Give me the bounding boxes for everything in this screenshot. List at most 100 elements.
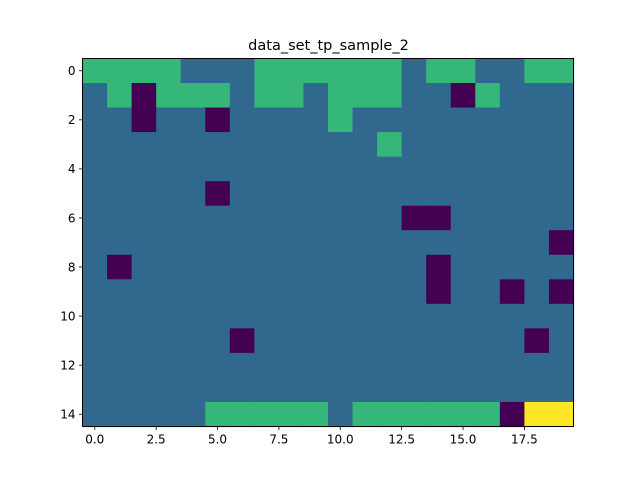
heatmap-cell (450, 303, 476, 329)
heatmap-cell (475, 279, 501, 305)
heatmap-cell (254, 279, 280, 305)
heatmap-cell (377, 377, 403, 403)
heatmap-cell (524, 58, 550, 84)
x-tick-label: 7.5 (269, 433, 288, 447)
heatmap-cell (426, 83, 452, 109)
heatmap-cell (180, 156, 206, 182)
heatmap-cell (524, 107, 550, 133)
heatmap-cell (377, 401, 403, 428)
heatmap-cell (352, 156, 378, 182)
heatmap-cell (499, 254, 525, 280)
heatmap-cell (499, 205, 525, 231)
heatmap-cell (401, 401, 427, 428)
heatmap-cell (352, 401, 378, 428)
heatmap-cell (229, 58, 255, 84)
heatmap-cell (475, 303, 501, 329)
heatmap-cell (107, 107, 133, 133)
heatmap-cell (205, 230, 231, 256)
heatmap-cell (107, 352, 133, 379)
heatmap-cell (156, 181, 182, 207)
heatmap-cell (499, 328, 525, 354)
heatmap-cell (205, 303, 231, 329)
heatmap-cell (475, 83, 501, 109)
heatmap-cell (475, 58, 501, 84)
heatmap-cell (352, 205, 378, 231)
heatmap-cell (499, 181, 525, 207)
heatmap-cell (254, 132, 280, 158)
heatmap-cell (180, 132, 206, 158)
heatmap-cell (180, 83, 206, 109)
heatmap-cell (278, 156, 305, 182)
x-axis: 0.0 2.5 5.0 7.5 10.0 12.5 15.0 17.5 (85, 426, 538, 447)
heatmap-cell (377, 58, 403, 84)
heatmap-cell (205, 83, 231, 109)
heatmap-cell (205, 377, 231, 403)
heatmap-cell (107, 58, 133, 84)
heatmap-cell (303, 83, 329, 109)
heatmap-cell (131, 377, 157, 403)
heatmap-cell (548, 230, 575, 256)
heatmap-cell (107, 205, 133, 231)
heatmap-cell (377, 352, 403, 379)
heatmap-cell (180, 279, 206, 305)
heatmap-cell (156, 58, 182, 84)
heatmap-cell (229, 107, 255, 133)
heatmap-cell (328, 230, 354, 256)
heatmap-cell (254, 83, 280, 109)
heatmap-cell (450, 279, 476, 305)
heatmap-cell (450, 83, 476, 109)
heatmap-cell (107, 156, 133, 182)
heatmap-cell (475, 132, 501, 158)
heatmap-cell (475, 230, 501, 256)
heatmap-cell (303, 132, 329, 158)
heatmap-cell (82, 156, 108, 182)
heatmap-cell (131, 132, 157, 158)
heatmap-cell (499, 303, 525, 329)
heatmap-cell (499, 58, 525, 84)
heatmap-cell (548, 107, 575, 133)
heatmap-cell (82, 377, 108, 403)
heatmap-cell (82, 107, 108, 133)
heatmap-cell (524, 279, 550, 305)
heatmap-cell (156, 83, 182, 109)
heatmap-cell (524, 230, 550, 256)
heatmap-cell (377, 279, 403, 305)
heatmap-cell (156, 377, 182, 403)
heatmap-cell (499, 132, 525, 158)
heatmap-cell (475, 328, 501, 354)
heatmap-cell (401, 58, 427, 84)
heatmap-cell (180, 205, 206, 231)
heatmap-cell (254, 107, 280, 133)
heatmap-cell (328, 107, 354, 133)
heatmap-cell (377, 132, 403, 158)
heatmap-cell (548, 83, 575, 109)
heatmap-cell (229, 156, 255, 182)
x-tick-label: 17.5 (511, 433, 538, 447)
heatmap-cell (499, 279, 525, 305)
heatmap-cell (131, 328, 157, 354)
heatmap-cell (156, 352, 182, 379)
x-tick-label: 5.0 (208, 433, 227, 447)
heatmap-cell (524, 254, 550, 280)
heatmap-cell (377, 230, 403, 256)
heatmap-cell (180, 58, 206, 84)
heatmap-cell (131, 107, 157, 133)
y-tick-label: 10 (60, 309, 75, 323)
heatmap-cell (131, 279, 157, 305)
heatmap-cell (131, 156, 157, 182)
x-tick-label: 10.0 (327, 433, 354, 447)
heatmap-cell (524, 401, 550, 428)
heatmap-cell (205, 205, 231, 231)
heatmap-cell (131, 230, 157, 256)
heatmap-cell (229, 181, 255, 207)
heatmap-cell (475, 156, 501, 182)
heatmap-cell (450, 156, 476, 182)
heatmap-cell (229, 328, 255, 354)
heatmap-cell (205, 107, 231, 133)
heatmap-cell (303, 303, 329, 329)
heatmap-cell (352, 279, 378, 305)
heatmap-cell (426, 58, 452, 84)
heatmap-cell (205, 401, 231, 428)
heatmap-cell (82, 279, 108, 305)
